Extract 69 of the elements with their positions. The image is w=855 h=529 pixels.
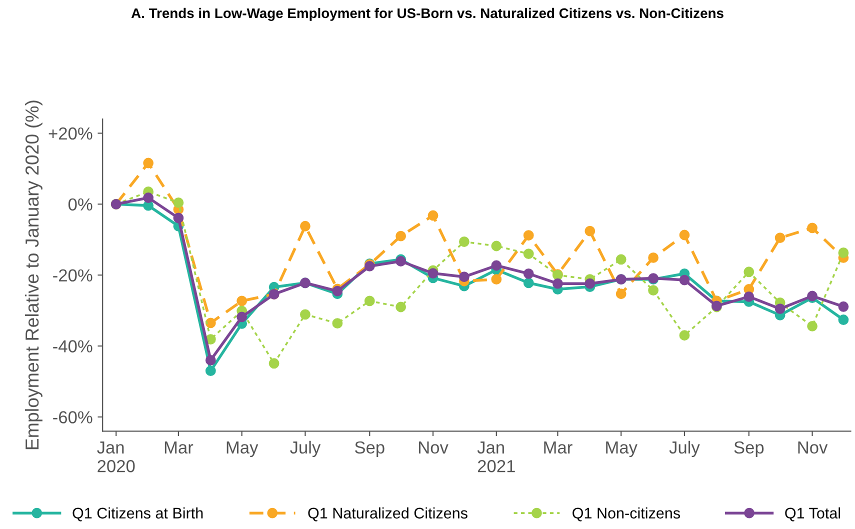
- chart-title: A. Trends in Low-Wage Employment for US-Born vs. Naturalized Citizens vs. Non-Citizens: [131, 8, 724, 21]
- point: [268, 358, 280, 369]
- x-tick-label: July: [290, 440, 321, 458]
- point: [648, 285, 659, 296]
- point: [428, 210, 438, 221]
- point: [458, 272, 470, 282]
- point: [523, 278, 534, 288]
- y-tick-label: -40%: [53, 340, 92, 352]
- point: [679, 274, 690, 286]
- point: [838, 301, 849, 312]
- y-tick-label: -60%: [53, 411, 92, 424]
- point: [205, 318, 216, 328]
- legend-label: Q1 Citizens at Birth: [72, 507, 203, 522]
- point: [648, 252, 659, 263]
- point: [616, 254, 626, 265]
- point: [679, 330, 690, 341]
- point: [300, 309, 310, 320]
- y-tick-label: +20%: [48, 127, 92, 140]
- point: [236, 296, 248, 306]
- point: [523, 248, 534, 260]
- point: [396, 302, 406, 312]
- point: [744, 266, 754, 278]
- point: [584, 278, 596, 289]
- point: [744, 292, 754, 302]
- point: [491, 240, 502, 252]
- point: [143, 158, 154, 168]
- point: [428, 268, 438, 279]
- point: [616, 288, 626, 300]
- point: [552, 278, 563, 289]
- y-tick-label: 0%: [68, 198, 92, 211]
- x-tick-label: Nov: [419, 441, 448, 454]
- point: [838, 314, 849, 325]
- point: [205, 354, 216, 366]
- point: [491, 260, 502, 271]
- x-tick-label: Sep: [734, 441, 764, 458]
- x-tick-label: Mar: [544, 441, 572, 454]
- x-tick-label: Jan 2021: [477, 441, 515, 472]
- point: [143, 192, 154, 203]
- point: [523, 230, 534, 241]
- x-tick-label: Jan 2020: [97, 441, 135, 472]
- point: [173, 198, 184, 208]
- point: [205, 366, 216, 376]
- x-tick-label: May: [226, 441, 258, 458]
- legend-label: Q1 Naturalized Citizens: [308, 507, 468, 522]
- y-axis-title: Employment Relative to January 2020 (%): [24, 100, 42, 450]
- x-tick-label: Nov: [798, 441, 828, 454]
- x-tick-label: May: [606, 441, 638, 458]
- point: [458, 236, 470, 247]
- legend-label: Q1 Non-citizens: [572, 507, 680, 522]
- point: [396, 230, 406, 242]
- x-tick-label: July: [669, 440, 700, 458]
- x-tick-label: Mar: [164, 441, 194, 454]
- point: [491, 274, 502, 285]
- y-tick-label: -20%: [53, 269, 92, 282]
- point: [679, 230, 690, 240]
- point: [807, 320, 818, 332]
- point: [774, 304, 786, 314]
- point: [236, 312, 248, 322]
- point: [173, 212, 184, 224]
- point: [300, 220, 310, 232]
- legend-label: Q1 Total: [785, 507, 840, 522]
- x-tick-label: Sep: [354, 441, 384, 458]
- point: [774, 232, 786, 244]
- point: [523, 268, 534, 279]
- point: [364, 296, 375, 306]
- point: [584, 226, 596, 236]
- point: [838, 248, 849, 258]
- point: [807, 222, 818, 234]
- point: [332, 318, 343, 329]
